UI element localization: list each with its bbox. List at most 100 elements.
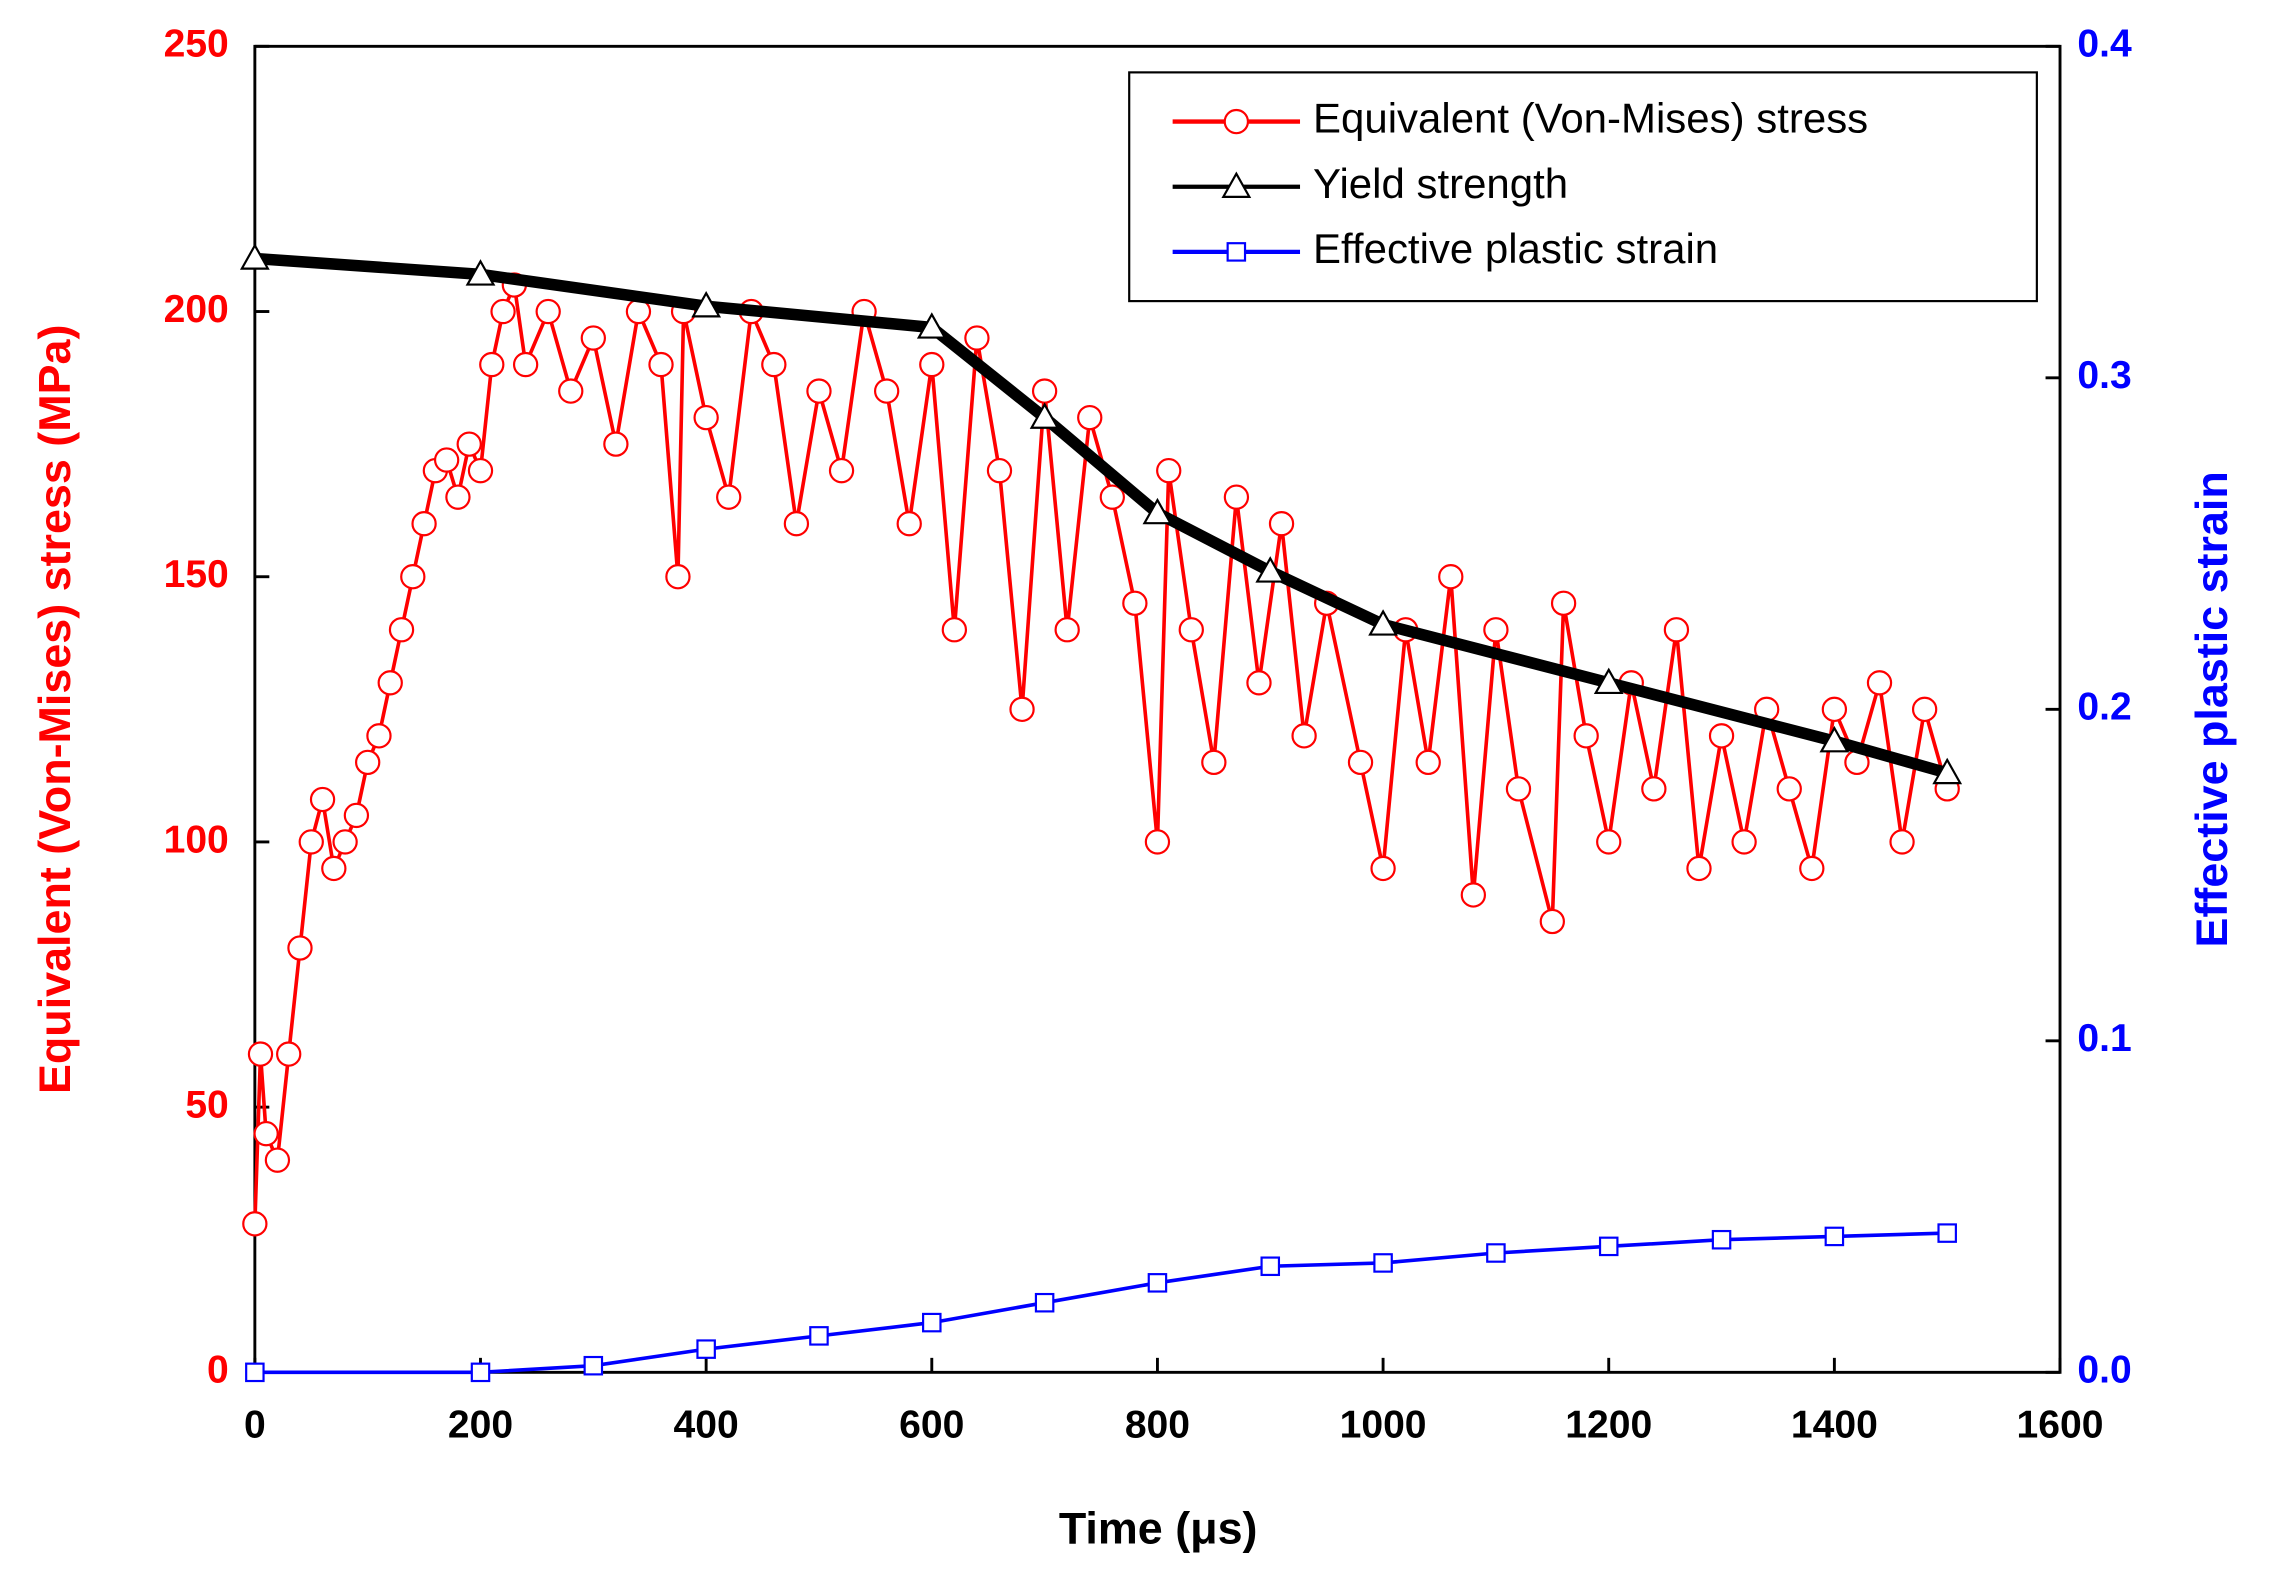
marker (298, 829, 324, 855)
marker (716, 484, 742, 510)
marker (922, 1312, 942, 1333)
marker (1373, 1253, 1393, 1273)
marker (1483, 617, 1509, 643)
marker (1573, 723, 1599, 749)
marker (1347, 749, 1374, 776)
marker (465, 259, 496, 286)
marker (366, 723, 392, 749)
y2-tick-label: 0.2 (2077, 686, 2131, 729)
series-line (253, 278, 1949, 1224)
y2-tick-label: 0.0 (2077, 1349, 2131, 1392)
marker (1932, 757, 1963, 785)
marker (1255, 556, 1286, 583)
y2-tick-label: 0.1 (2077, 1017, 2131, 1060)
marker (1223, 484, 1250, 510)
marker (583, 1355, 604, 1376)
marker (456, 431, 482, 457)
y2-axis-title: Effective plastic strain (2186, 471, 2237, 947)
marker (287, 935, 313, 961)
y-tick-label: 200 (164, 288, 229, 331)
marker (1598, 1236, 1619, 1257)
x-tick-label: 1600 (2017, 1404, 2104, 1447)
marker (580, 325, 606, 351)
legend-marker (1223, 108, 1249, 135)
y-tick-label: 250 (164, 23, 229, 66)
marker (242, 1211, 268, 1237)
marker (1031, 378, 1058, 404)
marker (1596, 829, 1622, 855)
marker (1821, 696, 1848, 722)
marker (1593, 667, 1624, 695)
marker (1486, 1243, 1506, 1263)
legend-text: Yield strength (1313, 160, 1568, 207)
marker (1776, 776, 1802, 802)
marker (245, 1362, 265, 1383)
marker (411, 511, 437, 537)
marker (239, 243, 270, 270)
marker (806, 378, 832, 404)
marker (309, 786, 336, 813)
marker (470, 1362, 491, 1383)
marker (1122, 590, 1148, 616)
marker (941, 617, 968, 643)
marker (964, 325, 990, 351)
marker (665, 564, 691, 590)
marker (535, 298, 561, 325)
marker (1268, 511, 1295, 537)
marker (1819, 725, 1850, 753)
marker (761, 351, 787, 378)
y-tick-label: 150 (164, 553, 229, 596)
marker (433, 447, 460, 473)
marker (873, 378, 900, 404)
marker (377, 670, 403, 696)
marker (400, 564, 426, 590)
y-axis-title: Equivalent (Von-Mises) stress (MPa) (29, 325, 80, 1094)
marker (1889, 829, 1915, 855)
marker (1708, 723, 1735, 749)
marker (691, 290, 722, 318)
marker (1156, 457, 1182, 484)
marker (1460, 882, 1487, 908)
x-tick-label: 0 (244, 1404, 266, 1447)
legend-text: Effective plastic strain (1313, 225, 1718, 272)
marker (276, 1041, 302, 1067)
marker (479, 351, 505, 378)
marker (1099, 484, 1125, 510)
marker (343, 802, 370, 829)
marker (1505, 776, 1532, 802)
marker (783, 511, 810, 537)
y-tick-label: 0 (207, 1349, 229, 1392)
y-tick-label: 50 (185, 1083, 228, 1126)
marker (445, 484, 471, 510)
marker (264, 1147, 291, 1173)
marker (648, 351, 674, 378)
marker (1034, 1292, 1055, 1313)
marker (1260, 1256, 1281, 1277)
marker (1246, 670, 1272, 696)
x-tick-label: 200 (448, 1404, 513, 1447)
marker (1201, 749, 1227, 776)
marker (558, 378, 584, 404)
marker (1291, 723, 1317, 749)
marker (247, 1041, 274, 1067)
marker (1686, 855, 1712, 882)
legend-marker (1226, 242, 1247, 262)
marker (1144, 829, 1171, 855)
marker (467, 457, 494, 484)
marker (1937, 1223, 1957, 1243)
marker (919, 351, 945, 378)
marker (1370, 855, 1396, 882)
marker (1438, 564, 1464, 590)
series-line (254, 252, 1949, 779)
marker (332, 829, 358, 855)
marker (1054, 617, 1080, 643)
series-line (254, 1231, 1948, 1375)
legend-text: Equivalent (Von-Mises) stress (1313, 95, 1868, 142)
marker (693, 404, 719, 431)
marker (916, 312, 947, 339)
marker (1866, 670, 1893, 696)
marker (1824, 1226, 1845, 1247)
marker (1368, 609, 1398, 636)
marker (809, 1326, 829, 1346)
